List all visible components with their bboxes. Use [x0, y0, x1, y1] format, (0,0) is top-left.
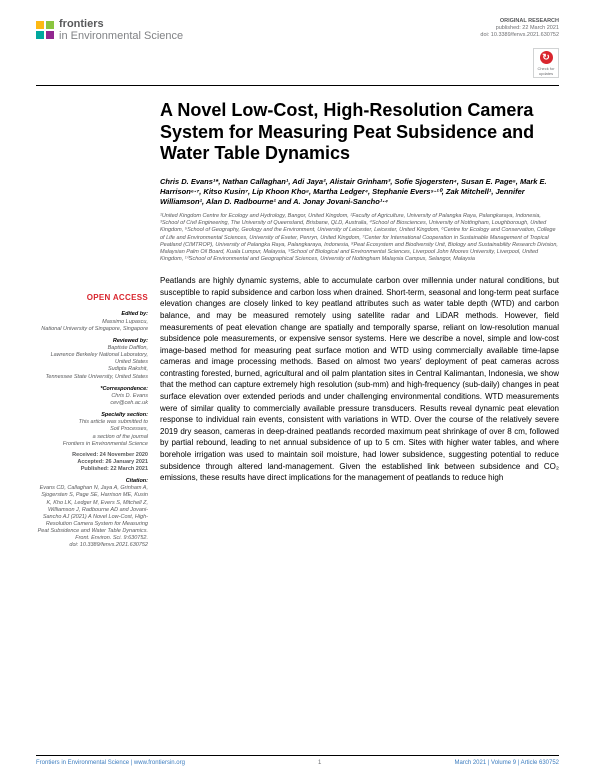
- received-date: Received: 24 November 2020: [72, 452, 148, 458]
- header-meta: ORIGINAL RESEARCH published: 22 March 20…: [480, 18, 559, 39]
- frontiers-icon: [36, 21, 54, 39]
- citation-label: Citation:: [36, 478, 148, 485]
- accepted-date: Accepted: 26 January 2021: [77, 459, 148, 465]
- published-date: Published: 22 March 2021: [81, 466, 148, 472]
- reviewed-by-label: Reviewed by:: [36, 338, 148, 345]
- footer: Frontiers in Environmental Science | www…: [36, 755, 559, 766]
- check-updates-icon: ↻: [540, 51, 553, 64]
- footer-left[interactable]: Frontiers in Environmental Science | www…: [36, 760, 185, 766]
- edited-by-label: Edited by:: [36, 311, 148, 318]
- journal-logo: frontiers in Environmental Science: [36, 18, 183, 42]
- abstract-text: Peatlands are highly dynamic systems, ab…: [160, 275, 559, 484]
- correspondence-email[interactable]: cev@ceh.ac.uk: [36, 400, 148, 407]
- logo-line2: in Environmental Science: [59, 30, 183, 42]
- check-updates-badge[interactable]: ↻ Check for updates: [533, 48, 559, 78]
- open-access-label: OPEN ACCESS: [36, 293, 148, 303]
- specialty-label: Specialty section:: [36, 412, 148, 419]
- logo-line1: frontiers: [59, 18, 183, 30]
- header-rule: [36, 85, 559, 86]
- authors: Chris D. Evans¹*, Nathan Callaghan¹, Adi…: [160, 177, 559, 207]
- article-title: A Novel Low-Cost, High-Resolution Camera…: [160, 100, 559, 165]
- affiliations: ¹United Kingdom Centre for Ecology and H…: [160, 213, 559, 263]
- page-number: 1: [318, 760, 321, 766]
- footer-right: March 2021 | Volume 9 | Article 630752: [454, 760, 559, 766]
- correspondence-label: *Correspondence:: [36, 386, 148, 393]
- article-type: ORIGINAL RESEARCH: [480, 18, 559, 25]
- sidebar: OPEN ACCESS Edited by: Massimo Lupascu, …: [36, 293, 148, 554]
